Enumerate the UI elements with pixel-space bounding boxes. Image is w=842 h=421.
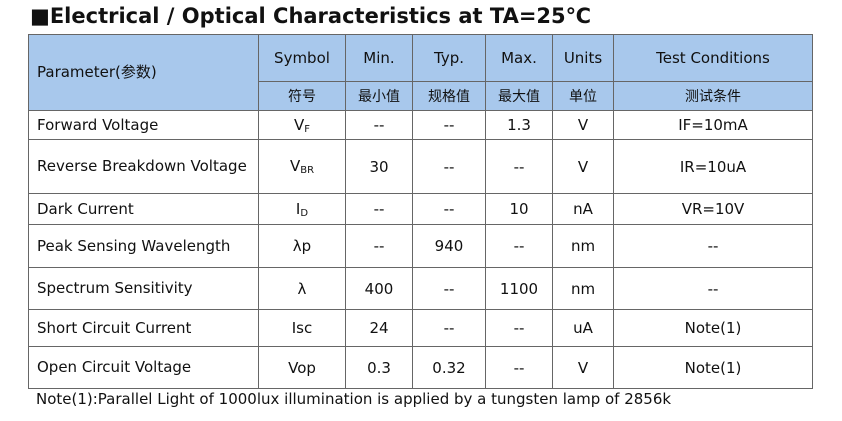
table-cell: -- <box>345 110 413 140</box>
table-cell: Forward Voltage <box>28 110 259 140</box>
table-cell: -- <box>345 224 413 268</box>
header-cell: 单位 <box>552 81 614 111</box>
table-cell: 30 <box>345 139 413 194</box>
symbol-subscript: D <box>300 207 309 219</box>
title: ■Electrical / Optical Characteristics at… <box>30 4 592 28</box>
header-cell: 最小值 <box>345 81 413 111</box>
header-cell: Symbol <box>258 34 346 82</box>
note: Note(1):Parallel Light of 1000lux illumi… <box>36 390 672 408</box>
table-cell: V <box>552 346 614 389</box>
symbol: Isc <box>291 319 313 337</box>
table-cell: Dark Current <box>28 193 259 225</box>
table-cell: nA <box>552 193 614 225</box>
table-cell: λ <box>258 267 346 310</box>
symbol-subscript: F <box>304 123 311 135</box>
symbol: λp <box>292 237 312 255</box>
table-row: Short Circuit Current Isc 24 -- -- uA Note(1) <box>28 309 813 347</box>
table-cell: -- <box>412 139 486 194</box>
table-cell: 400 <box>345 267 413 310</box>
table-cell: 0.32 <box>412 346 486 389</box>
header-cell: Min. <box>345 34 413 82</box>
table-cell: Reverse Breakdown Voltage <box>28 139 259 194</box>
table-cell: VBR <box>258 139 346 194</box>
header-cell: 符号 <box>258 81 346 111</box>
table-cell: nm <box>552 224 614 268</box>
header-cell: 规格值 <box>412 81 486 111</box>
table-row: Peak Sensing Wavelength λp -- 940 -- nm -- <box>28 224 813 268</box>
table-row: Spectrum Sensitivity λ 400 -- 1100 nm -- <box>28 267 813 310</box>
table-cell: V <box>552 139 614 194</box>
table-cell: Note(1) <box>613 309 813 347</box>
table-cell: Short Circuit Current <box>28 309 259 347</box>
table-cell: -- <box>485 346 553 389</box>
table-cell: uA <box>552 309 614 347</box>
header-cell: Typ. <box>412 34 486 82</box>
table-row: Dark Current ID -- -- 10 nA VR=10V <box>28 193 813 225</box>
header-row: Parameter(参数) Symbol Min. Typ. Max. Units Test… <box>28 34 813 111</box>
table-cell: Vop <box>258 346 346 389</box>
table-cell: -- <box>613 224 813 268</box>
table-row: Forward Voltage VF -- -- 1.3 V IF=10mA <box>28 110 813 140</box>
table-cell: -- <box>485 224 553 268</box>
symbol: I <box>295 199 301 218</box>
header-row: 符号 最小值 规格值 最大值 单位 测试条件 <box>29 81 813 111</box>
header-cell: 测试条件 <box>613 81 813 111</box>
table-cell: nm <box>552 267 614 310</box>
header-cell: Test Conditions <box>613 34 813 82</box>
table-cell: λp <box>258 224 346 268</box>
table-cell: -- <box>412 267 486 310</box>
table-cell: 10 <box>485 193 553 225</box>
table-cell: -- <box>485 139 553 194</box>
table-cell: Open Circuit Voltage <box>28 346 259 389</box>
symbol: Vop <box>288 358 316 377</box>
table-cell: V <box>552 110 614 140</box>
header-cell: Parameter(参数) <box>28 34 259 111</box>
table-cell: VR=10V <box>613 193 813 225</box>
header-cell: 最大值 <box>485 81 553 111</box>
symbol: V <box>293 115 305 134</box>
symbol-subscript: BR <box>300 165 315 176</box>
table-cell: IF=10mA <box>613 110 813 140</box>
table-cell: -- <box>412 110 486 140</box>
table-cell: Spectrum Sensitivity <box>28 267 259 310</box>
header-cell: Max. <box>485 34 553 82</box>
table-cell: -- <box>412 193 486 225</box>
table-cell: 0.3 <box>345 346 413 389</box>
table-row: Open Circuit Voltage Vop 0.3 0.32 -- V Note(1) <box>28 346 813 389</box>
table-cell: Note(1) <box>613 346 813 389</box>
table-cell: Isc <box>258 309 346 347</box>
table-cell: -- <box>412 309 486 347</box>
symbol: λ <box>297 279 307 298</box>
table-cell: 1100 <box>485 267 553 310</box>
table-cell: ID <box>258 193 346 225</box>
header-cell: Units <box>552 34 614 82</box>
table-cell: 940 <box>412 224 486 268</box>
table-cell: IR=10uA <box>613 139 813 194</box>
symbol: V <box>289 157 301 175</box>
table-cell: 24 <box>345 309 413 347</box>
table-cell: -- <box>485 309 553 347</box>
table: Parameter(参数) Symbol Min. Typ. Max. Units Test… <box>28 34 813 389</box>
table-cell: VF <box>258 110 346 140</box>
table-cell: -- <box>345 193 413 225</box>
table-cell: 1.3 <box>485 110 553 140</box>
table-row: Reverse Breakdown Voltage VBR 30 -- -- V IR=10… <box>28 139 813 194</box>
table-cell: -- <box>613 267 813 310</box>
table-cell: Peak Sensing Wavelength <box>28 224 259 268</box>
